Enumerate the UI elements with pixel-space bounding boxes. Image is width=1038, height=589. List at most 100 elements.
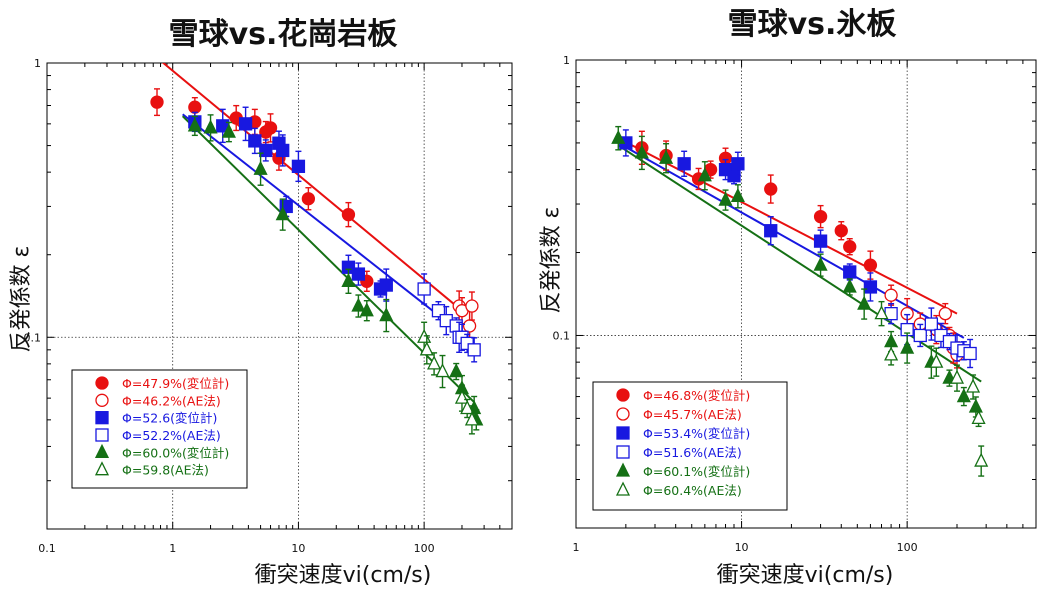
y-tick-label: 0.1 bbox=[24, 331, 42, 344]
data-point bbox=[417, 282, 431, 296]
legend-label: Φ=47.9%(変位計) bbox=[122, 376, 229, 391]
data-point bbox=[449, 363, 464, 378]
fit-line bbox=[617, 137, 958, 315]
data-point bbox=[465, 299, 479, 313]
data-point bbox=[419, 341, 434, 356]
plot-area-0: 0.1 1 10 100 1 0.1 Φ=47.9%(変位計) Φ=46.2%(AE法) Φ=5… bbox=[24, 57, 513, 555]
plot-frame bbox=[46, 62, 513, 530]
data-point bbox=[253, 160, 268, 175]
data-point bbox=[863, 258, 878, 272]
series-0 bbox=[150, 88, 374, 292]
data-point bbox=[259, 143, 273, 158]
series-2 bbox=[188, 106, 393, 302]
data-point bbox=[843, 240, 857, 254]
y-axis-label-left: 反発係数 ε bbox=[9, 246, 34, 353]
legend-marker bbox=[95, 428, 109, 442]
legend-label: Φ=60.4%(AE法) bbox=[643, 483, 742, 498]
data-point bbox=[276, 143, 290, 158]
data-point bbox=[938, 306, 952, 321]
data-point bbox=[677, 157, 691, 171]
data-point bbox=[813, 209, 828, 224]
data-point bbox=[813, 234, 828, 248]
data-point bbox=[730, 187, 745, 202]
legend: Φ=47.9%(変位計) Φ=46.2%(AE法) Φ=52.6(変位計) Φ=52.… bbox=[71, 369, 248, 489]
data-point bbox=[731, 157, 745, 171]
legend-marker bbox=[616, 388, 630, 402]
data-point bbox=[974, 452, 989, 467]
data-point bbox=[634, 144, 649, 159]
series-0 bbox=[635, 130, 878, 280]
data-point bbox=[341, 272, 356, 287]
legend-label: Φ=52.2%(AE法) bbox=[122, 428, 221, 443]
y-axis-label-right: 反発係数 ε bbox=[539, 207, 564, 314]
fit-line bbox=[617, 142, 965, 339]
fit-line bbox=[617, 144, 982, 383]
data-point bbox=[913, 328, 927, 343]
data-point bbox=[275, 206, 290, 221]
x-axis-label-right: 衝突速度vi(cm/s) bbox=[717, 563, 894, 588]
data-point bbox=[764, 224, 778, 238]
chart-right: 雪球vs.氷板 衝突速度vi(cm/s) 反発係数 ε bbox=[539, 7, 896, 588]
data-point bbox=[263, 121, 278, 135]
x-tick-label: 10 bbox=[291, 542, 305, 555]
fit-line bbox=[182, 113, 475, 345]
chart-left: 雪球vs.花崗岩板 衝突速度vi(cm/s) 反発係数 ε bbox=[9, 17, 431, 588]
legend-marker bbox=[616, 426, 630, 440]
data-point bbox=[697, 167, 712, 182]
series-4 bbox=[187, 114, 484, 431]
data-point bbox=[379, 278, 393, 292]
data-point bbox=[462, 319, 477, 333]
data-point bbox=[435, 363, 450, 378]
data-point bbox=[843, 265, 857, 279]
legend-label: Φ=46.2%(AE法) bbox=[122, 393, 221, 408]
data-point bbox=[718, 191, 733, 206]
legend-label: Φ=45.7%(AE法) bbox=[643, 407, 742, 422]
legend-marker bbox=[95, 376, 109, 390]
legend-marker bbox=[615, 462, 631, 477]
legend-marker bbox=[95, 393, 109, 407]
data-point bbox=[611, 129, 626, 144]
data-point bbox=[188, 100, 202, 114]
fit-line bbox=[161, 63, 463, 312]
data-point bbox=[813, 256, 828, 271]
fit-line bbox=[181, 115, 475, 403]
legend-label: Φ=46.8%(変位計) bbox=[643, 388, 750, 403]
legend-marker bbox=[616, 407, 630, 421]
legend-label: Φ=52.6(変位計) bbox=[122, 411, 217, 426]
data-point bbox=[659, 149, 674, 164]
legend-label: Φ=51.6%(AE法) bbox=[643, 445, 742, 460]
data-point bbox=[971, 409, 986, 425]
legend-marker bbox=[94, 461, 110, 476]
data-point bbox=[431, 304, 446, 318]
legend-label: Φ=53.4%(変位計) bbox=[643, 426, 750, 441]
y-tick-label: 0.1 bbox=[553, 329, 571, 342]
data-point bbox=[150, 95, 164, 109]
data-point bbox=[301, 192, 316, 206]
data-point bbox=[949, 369, 965, 384]
data-point bbox=[351, 297, 366, 312]
series-5 bbox=[417, 321, 479, 435]
x-tick-label: 0.1 bbox=[38, 542, 56, 555]
legend-marker bbox=[94, 443, 110, 458]
data-point bbox=[187, 117, 202, 132]
data-point bbox=[341, 207, 356, 222]
data-point bbox=[427, 355, 442, 370]
data-point bbox=[884, 288, 898, 302]
legend-label: Φ=59.8(AE法) bbox=[122, 463, 209, 478]
series-1 bbox=[452, 290, 479, 343]
data-point bbox=[460, 400, 475, 415]
chart-title-right: 雪球vs.氷板 bbox=[728, 7, 897, 42]
x-tick-label: 1 bbox=[573, 541, 580, 554]
plot-area-1: 1 10 100 1 0.1 Φ=46.8%(変位計) Φ=45.7%(AE法) Φ=53.4… bbox=[553, 54, 1037, 554]
chart-title-left: 雪球vs.花崗岩板 bbox=[169, 17, 398, 52]
data-point bbox=[351, 267, 366, 281]
legend-marker bbox=[615, 481, 631, 496]
series-2 bbox=[619, 129, 878, 302]
y-tick-label: 1 bbox=[34, 57, 41, 70]
data-point bbox=[467, 343, 481, 357]
data-layer bbox=[611, 125, 989, 477]
data-point bbox=[764, 182, 778, 196]
data-point bbox=[221, 123, 236, 138]
data-point bbox=[956, 388, 971, 403]
